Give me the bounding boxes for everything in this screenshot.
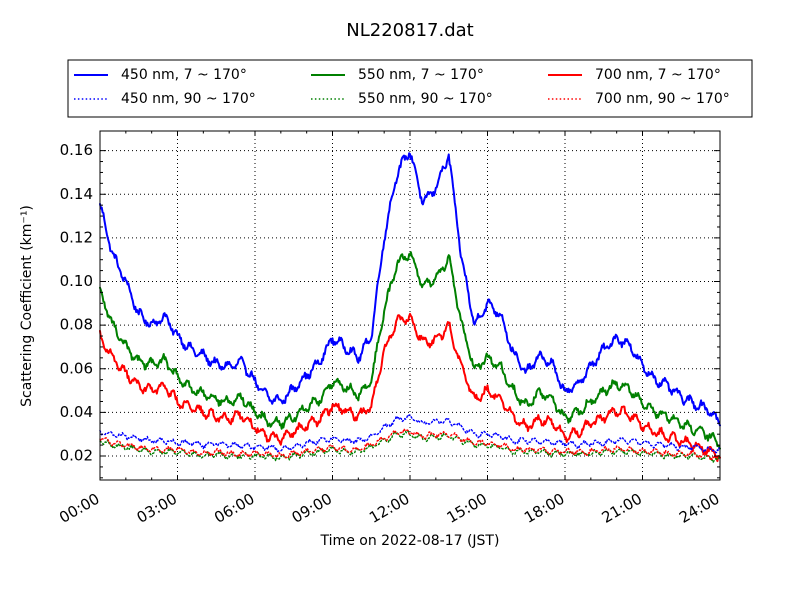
x-tick-label: 18:00	[521, 490, 567, 527]
series-layer	[99, 152, 721, 464]
x-tick-label: 15:00	[444, 490, 490, 527]
x-tick-label: 06:00	[211, 490, 257, 527]
y-tick-labels: 0.02 0.04 0.06 0.08 0.10 0.12 0.14 0.16	[60, 141, 93, 464]
x-tick-label: 09:00	[289, 490, 335, 527]
y-tick-label: 0.10	[60, 272, 93, 290]
legend-label-3: 700 nm, 7 ~ 170°	[595, 67, 721, 83]
x-tick-label: 12:00	[366, 490, 412, 527]
series-line-4	[99, 414, 721, 454]
series-line-3	[99, 312, 721, 463]
x-tick-label: 24:00	[676, 490, 722, 527]
legend-label-5: 550 nm, 90 ~ 170°	[358, 91, 493, 107]
x-tick-label: 03:00	[134, 490, 180, 527]
series-line-2	[99, 251, 721, 450]
legend-label-4: 450 nm, 90 ~ 170°	[121, 91, 256, 107]
x-tick-label: 00:00	[56, 490, 102, 527]
y-tick-label: 0.08	[60, 316, 93, 334]
y-tick-label: 0.02	[60, 447, 93, 465]
x-tick-label: 21:00	[599, 490, 645, 527]
series-line-1	[99, 152, 721, 427]
plot-border	[99, 130, 721, 481]
y-tick-label: 0.16	[60, 141, 93, 159]
legend-label-2: 550 nm, 7 ~ 170°	[358, 67, 484, 83]
series-line-5	[99, 430, 721, 464]
y-tick-label: 0.14	[60, 185, 93, 203]
y-tick-label: 0.12	[60, 228, 93, 246]
y-tick-label: 0.06	[60, 359, 93, 377]
grid-lines	[100, 131, 720, 480]
x-axis-label: Time on 2022-08-17 (JST)	[320, 533, 500, 549]
chart-title: NL220817.dat	[346, 20, 473, 41]
x-tick-labels: 00:00 03:00 06:00 09:00 12:00 15:00 18:00 21:00…	[56, 490, 722, 527]
series-line-6	[99, 428, 721, 461]
legend-box	[67, 59, 753, 118]
y-tick-label: 0.04	[60, 403, 93, 421]
legend-label-1: 450 nm, 7 ~ 170°	[121, 67, 247, 83]
plot-area	[100, 131, 720, 480]
legend: 450 nm, 7 ~ 170° 450 nm, 90 ~ 170° 550 nm,…	[67, 59, 753, 118]
y-axis-label: Scattering Coefficient (km⁻¹)	[19, 205, 35, 407]
legend-label-6: 700 nm, 90 ~ 170°	[595, 91, 730, 107]
